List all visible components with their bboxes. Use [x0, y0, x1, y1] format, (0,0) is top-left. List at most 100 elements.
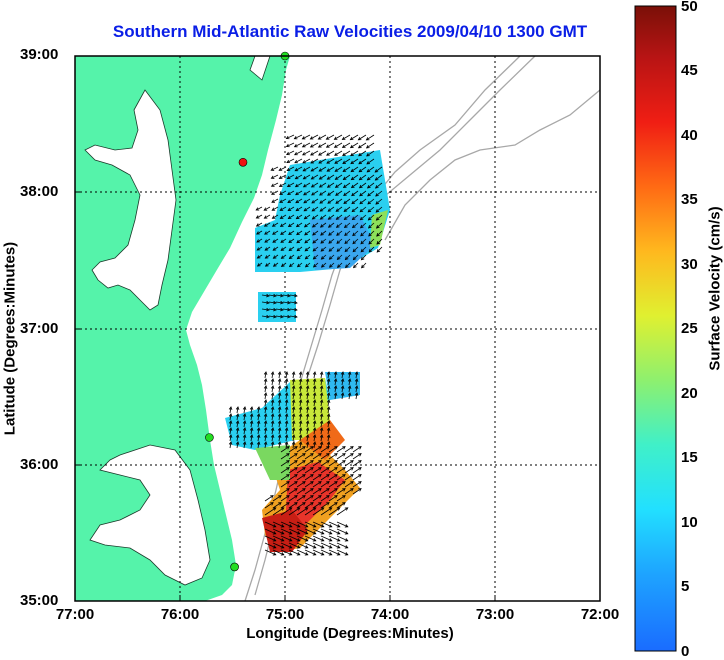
velocity-arrowhead: [334, 184, 339, 188]
velocity-arrow: [236, 413, 239, 421]
velocity-arrow: [326, 142, 335, 148]
velocity-arrow: [328, 246, 335, 252]
velocity-arrowhead: [341, 144, 346, 148]
velocity-arrowhead: [326, 385, 331, 389]
velocity-arrow: [353, 254, 359, 260]
cb-tick-40: 40: [681, 127, 698, 144]
velocity-arrowhead: [296, 552, 301, 556]
velocity-arrow: [313, 385, 316, 393]
velocity-arrow: [287, 190, 295, 195]
velocity-arrowhead: [310, 453, 314, 457]
velocity-arrowhead: [334, 176, 339, 180]
velocity-arrowhead: [284, 420, 289, 424]
velocity-arrow: [361, 254, 367, 261]
velocity-arrowhead: [286, 159, 290, 164]
velocity-arrowhead: [272, 524, 277, 528]
velocity-arrowhead: [280, 507, 285, 511]
velocity-arrowhead: [326, 420, 331, 424]
velocity-arrowhead: [310, 184, 315, 188]
velocity-arrow: [335, 182, 343, 188]
velocity-arrowhead: [270, 167, 275, 171]
velocity-arrowhead: [359, 224, 364, 229]
velocity-arrow: [296, 467, 306, 474]
velocity-arrow: [271, 206, 279, 211]
velocity-arrowhead: [304, 255, 309, 260]
velocity-arrowhead: [350, 152, 354, 157]
velocity-arrow: [229, 427, 232, 435]
velocity-arrow: [273, 262, 279, 267]
cb-tick-35: 35: [681, 191, 698, 208]
velocity-arrowhead: [280, 307, 284, 312]
velocity-arrowhead: [326, 495, 330, 499]
velocity-arrow: [236, 441, 239, 449]
velocity-arrow: [288, 521, 300, 528]
velocity-arrowhead: [319, 406, 324, 410]
velocity-arrowhead: [368, 232, 372, 237]
velocity-arrowhead: [310, 474, 314, 478]
velocity-arrowhead: [304, 524, 309, 528]
velocity-arrowhead: [271, 191, 275, 195]
velocity-arrow: [328, 474, 338, 481]
velocity-arrowhead: [310, 152, 314, 156]
velocity-arrowhead: [340, 371, 345, 375]
velocity-arrowhead: [288, 231, 292, 236]
velocity-arrowhead: [286, 151, 290, 156]
velocity-arrow: [350, 134, 359, 140]
velocity-arrow: [271, 420, 274, 428]
velocity-arrow: [278, 441, 281, 449]
velocity-arrow: [292, 406, 295, 414]
velocity-arrowhead: [319, 208, 324, 212]
velocity-arrow: [312, 453, 322, 460]
velocity-arrow: [344, 230, 351, 236]
velocity-arrow: [336, 549, 348, 556]
velocity-arrowhead: [319, 200, 323, 204]
velocity-arrowhead: [263, 399, 268, 403]
velocity-arrowhead: [342, 460, 346, 464]
cb-tick-30: 30: [681, 256, 698, 273]
velocity-arrowhead: [326, 176, 331, 180]
velocity-arrowhead: [296, 263, 301, 268]
velocity-arrowhead: [249, 434, 254, 438]
velocity-arrowhead: [263, 223, 268, 227]
velocity-arrow: [272, 238, 279, 243]
velocity-arrow: [286, 142, 295, 147]
velocity-arrowhead: [286, 167, 291, 172]
velocity-arrowhead: [278, 495, 282, 499]
velocity-arrowhead: [302, 453, 306, 457]
velocity-arrowhead: [273, 293, 277, 298]
velocity-arrow: [271, 166, 279, 171]
velocity-arrow: [264, 495, 274, 502]
velocity-arrowhead: [305, 413, 310, 417]
velocity-arrow: [311, 174, 319, 180]
velocity-arrowhead: [280, 300, 284, 305]
velocity-arrow: [336, 495, 346, 502]
velocity-arrowhead: [280, 545, 285, 549]
velocity-arrow: [279, 182, 287, 187]
velocity-arrow: [278, 420, 281, 428]
velocity-arrow: [296, 246, 303, 252]
velocity-arrow: [296, 214, 303, 220]
velocity-arrowhead: [326, 371, 331, 375]
velocity-arrow: [318, 166, 327, 172]
velocity-vectors: [228, 134, 383, 556]
velocity-arrow: [375, 198, 383, 205]
velocity-arrowhead: [341, 136, 346, 140]
cb-tick-15: 15: [681, 449, 698, 466]
velocity-arrow: [329, 262, 335, 268]
velocity-arrowhead: [318, 495, 322, 499]
velocity-arrowhead: [320, 232, 324, 236]
velocity-arrow: [360, 230, 367, 237]
velocity-arrow: [280, 246, 287, 251]
velocity-arrow: [304, 481, 314, 488]
velocity-arrowhead: [358, 184, 363, 189]
velocity-arrowhead: [354, 392, 359, 396]
velocity-arrowhead: [358, 474, 362, 478]
velocity-arrowhead: [303, 200, 307, 204]
velocity-arrow: [255, 206, 263, 211]
velocity-arrowhead: [272, 531, 277, 535]
velocity-arrow: [265, 254, 271, 259]
velocity-arrow: [278, 371, 281, 379]
velocity-arrowhead: [303, 192, 307, 196]
velocity-arrow: [319, 206, 327, 212]
velocity-arrowhead: [375, 217, 380, 221]
